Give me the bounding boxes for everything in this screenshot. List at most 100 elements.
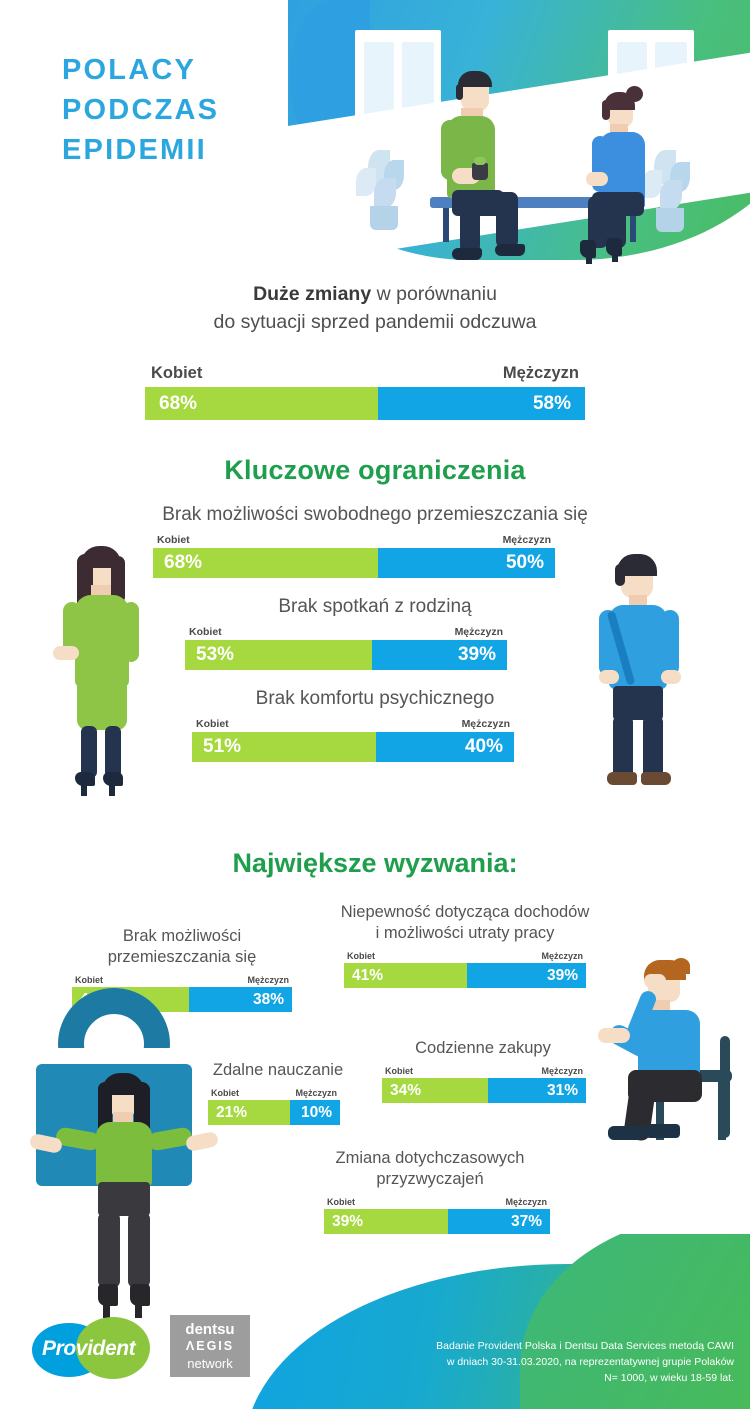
- bar-segment-women: 34%: [382, 1078, 489, 1103]
- section2-title: Kluczowe ograniczenia: [224, 455, 526, 485]
- page-title: POLACY PODCZAS EPIDEMII: [62, 50, 219, 170]
- provident-logo[interactable]: Provident: [32, 1317, 162, 1379]
- bar-segment-men: 31%: [488, 1078, 586, 1103]
- challenge-5-bar: 39% 37%: [324, 1209, 550, 1234]
- challenge-5-chart: Kobiet Mężczyzn 39% 37%: [324, 1197, 550, 1234]
- label-women: Kobiet: [196, 718, 229, 730]
- label-men: Mężczyzn: [541, 1066, 583, 1076]
- challenge-3-title: Zdalne nauczanie: [178, 1060, 378, 1081]
- footer-wave: [0, 1234, 750, 1409]
- challenge-5-labels: Kobiet Mężczyzn: [324, 1197, 550, 1207]
- provident-logo-text: Provident: [42, 1337, 136, 1360]
- challenge-item-3: Zdalne nauczanie Kobiet Mężczyzn 21% 10%: [178, 1060, 378, 1125]
- label-women: Kobiet: [75, 975, 103, 985]
- challenge-5-title: Zmiana dotychczasowych przyzwyczajeń: [300, 1148, 560, 1190]
- restriction-1-title: Brak możliwości swobodnego przemieszczan…: [162, 504, 588, 525]
- bar-segment-men: 40%: [375, 732, 514, 762]
- section1-heading-line2: do sytuacji sprzed pandemii odczuwa: [213, 311, 537, 333]
- bar-segment-men: 58%: [378, 387, 585, 420]
- chart-overall-labels: Kobiet Mężczyzn: [145, 364, 585, 383]
- chart-restriction-3-bar: 51% 40%: [192, 732, 514, 762]
- bench-leg-1: [443, 208, 449, 242]
- restriction-item-3: Brak komfortu psychicznego Kobiet Mężczy…: [0, 688, 750, 762]
- label-men: Mężczyzn: [454, 626, 503, 638]
- bar-segment-men: 39%: [371, 640, 507, 670]
- challenge-1-labels: Kobiet Mężczyzn: [72, 975, 292, 985]
- chart-overall-change: Kobiet Mężczyzn 68% 58%: [145, 364, 585, 420]
- footer-methodology-note: Badanie Provident Polska i Dentsu Data S…: [334, 1338, 734, 1386]
- dentsu-aegis-network-logo[interactable]: dentsu ΛEGIS network: [170, 1315, 250, 1377]
- bar-segment-women: 21%: [208, 1100, 290, 1125]
- dentsu-logo-line2: ΛEGIS: [185, 1338, 235, 1353]
- header-banner: POLACY PODCZAS EPIDEMII: [0, 0, 750, 272]
- chart-restriction-3: Kobiet Mężczyzn 51% 40%: [192, 718, 514, 762]
- chart-restriction-1-bar: 68% 50%: [153, 548, 555, 578]
- chart-restriction-2: Kobiet Mężczyzn 53% 39%: [185, 626, 507, 670]
- dentsu-logo-line3: network: [187, 1355, 233, 1371]
- label-men: Mężczyzn: [541, 951, 583, 961]
- section1-heading-rest: w porównaniu: [371, 283, 497, 305]
- label-women: Kobiet: [189, 626, 222, 638]
- bar-segment-men: 38%: [188, 987, 292, 1012]
- challenge-2-labels: Kobiet Mężczyzn: [344, 951, 586, 961]
- bar-segment-women: 51%: [192, 732, 376, 762]
- challenge-4-title: Codzienne zakupy: [378, 1038, 588, 1059]
- bar-segment-men: 37%: [448, 1209, 550, 1234]
- label-men: Mężczyzn: [502, 534, 551, 546]
- challenge-5-title-line1: Zmiana dotychczasowych: [335, 1149, 525, 1167]
- challenge-5-title-line2: przyzwyczajeń: [376, 1170, 484, 1188]
- label-men: Mężczyzn: [461, 718, 510, 730]
- challenge-2-bar: 41% 39%: [344, 963, 586, 988]
- section1-heading: Duże zmiany w porównaniu do sytuacji spr…: [0, 280, 750, 336]
- challenge-2-chart: Kobiet Mężczyzn 41% 39%: [344, 951, 586, 988]
- bar-segment-women: 39%: [324, 1209, 449, 1234]
- challenge-item-5: Zmiana dotychczasowych przyzwyczajeń Kob…: [300, 1148, 560, 1234]
- challenge-4-title-line1: Codzienne zakupy: [415, 1039, 551, 1057]
- bar-segment-men: 10%: [289, 1100, 340, 1125]
- label-women: Kobiet: [151, 364, 203, 382]
- chart-restriction-3-labels: Kobiet Mężczyzn: [192, 718, 514, 730]
- challenge-1-title: Brak możliwości przemieszczania się: [72, 926, 292, 968]
- bar-segment-women: 68%: [145, 387, 379, 420]
- challenge-3-bar: 21% 10%: [208, 1100, 340, 1125]
- chart-restriction-2-bar: 53% 39%: [185, 640, 507, 670]
- chart-overall-bar: 68% 58%: [145, 387, 585, 420]
- label-men: Mężczyzn: [295, 1088, 337, 1098]
- provident-logo-green-circle: [76, 1317, 150, 1379]
- challenge-item-2: Niepewność dotycząca dochodów i możliwoś…: [310, 902, 620, 988]
- label-women: Kobiet: [157, 534, 190, 546]
- label-women: Kobiet: [327, 1197, 355, 1207]
- challenge-2-title-line2: i możliwości utraty pracy: [375, 924, 555, 942]
- section-key-restrictions: Kluczowe ograniczenia: [0, 455, 750, 796]
- restriction-item-1: Brak możliwości swobodnego przemieszczan…: [0, 504, 750, 578]
- challenge-3-labels: Kobiet Mężczyzn: [208, 1088, 340, 1098]
- footer-note-line2: w dniach 30-31.03.2020, na reprezentatyw…: [446, 1356, 734, 1368]
- section-overall-change: Duże zmiany w porównaniu do sytuacji spr…: [0, 280, 750, 420]
- restriction-item-2: Brak spotkań z rodziną Kobiet Mężczyzn 5…: [0, 596, 750, 670]
- label-men: Mężczyzn: [247, 975, 289, 985]
- section1-heading-bold: Duże zmiany: [253, 283, 372, 305]
- challenge-2-title-line1: Niepewność dotycząca dochodów: [340, 903, 590, 921]
- chart-restriction-2-labels: Kobiet Mężczyzn: [185, 626, 507, 638]
- challenge-4-bar: 34% 31%: [382, 1078, 586, 1103]
- challenge-4-chart: Kobiet Mężczyzn 34% 31%: [382, 1066, 586, 1103]
- challenge-3-title-line1: Zdalne nauczanie: [212, 1061, 344, 1079]
- challenge-1-title-line2: przemieszczania się: [107, 948, 257, 966]
- chart-restriction-1: Kobiet Mężczyzn 68% 50%: [153, 534, 555, 578]
- label-men: Mężczyzn: [502, 364, 579, 382]
- label-women: Kobiet: [347, 951, 375, 961]
- bar-segment-men: 50%: [378, 548, 555, 578]
- title-line-3: EPIDEMII: [62, 134, 207, 166]
- dentsu-logo-line1: dentsu: [185, 1320, 235, 1338]
- bar-segment-women: 41%: [344, 963, 468, 988]
- bench-seat: [430, 197, 645, 208]
- footer-note-line1: Badanie Provident Polska i Dentsu Data S…: [436, 1340, 734, 1352]
- label-women: Kobiet: [211, 1088, 239, 1098]
- bench-leg-2: [630, 208, 636, 242]
- challenge-4-labels: Kobiet Mężczyzn: [382, 1066, 586, 1076]
- restriction-2-title: Brak spotkań z rodziną: [278, 596, 472, 617]
- chart-restriction-1-labels: Kobiet Mężczyzn: [153, 534, 555, 546]
- title-line-1: POLACY: [62, 54, 197, 86]
- title-line-2: PODCZAS: [62, 94, 220, 126]
- section3-title: Największe wyzwania:: [232, 848, 518, 878]
